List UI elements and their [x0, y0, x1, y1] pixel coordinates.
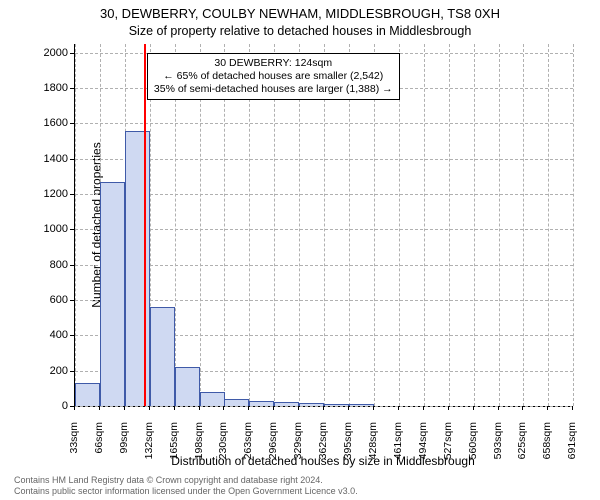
- xtick-mark: [373, 406, 374, 410]
- xtick-label: 691sqm: [566, 422, 578, 467]
- xtick-label: 560sqm: [467, 422, 479, 467]
- xtick-label: 99sqm: [118, 422, 130, 467]
- xtick-mark: [448, 406, 449, 410]
- xtick-mark: [99, 406, 100, 410]
- xtick-mark: [522, 406, 523, 410]
- ytick-label: 600: [28, 294, 68, 306]
- xtick-label: 165sqm: [168, 422, 180, 467]
- xtick-mark: [174, 406, 175, 410]
- annotation-line1: 30 DEWBERRY: 124sqm: [154, 57, 393, 70]
- xtick-label: 296sqm: [267, 422, 279, 467]
- ytick-label: 0: [28, 400, 68, 412]
- xtick-mark: [572, 406, 573, 410]
- xtick-label: 230sqm: [217, 422, 229, 467]
- xtick-label: 329sqm: [292, 422, 304, 467]
- xtick-label: 527sqm: [442, 422, 454, 467]
- xtick-mark: [199, 406, 200, 410]
- xtick-mark: [498, 406, 499, 410]
- annotation-line2: ← 65% of detached houses are smaller (2,…: [154, 70, 393, 83]
- xtick-mark: [273, 406, 274, 410]
- figure: 30, DEWBERRY, COULBY NEWHAM, MIDDLESBROU…: [0, 0, 600, 500]
- xtick-label: 428sqm: [367, 422, 379, 467]
- annotation-line3: 35% of semi-detached houses are larger (…: [154, 83, 393, 96]
- xtick-label: 263sqm: [242, 422, 254, 467]
- xtick-label: 198sqm: [193, 422, 205, 467]
- xtick-label: 132sqm: [143, 422, 155, 467]
- ytick-mark: [70, 123, 74, 124]
- xtick-mark: [74, 406, 75, 410]
- xtick-label: 362sqm: [317, 422, 329, 467]
- overlay-layer: 30 DEWBERRY: 124sqm ← 65% of detached ho…: [75, 44, 573, 406]
- ytick-label: 1200: [28, 188, 68, 200]
- annotation-box: 30 DEWBERRY: 124sqm ← 65% of detached ho…: [147, 53, 400, 100]
- ytick-mark: [70, 335, 74, 336]
- ytick-mark: [70, 371, 74, 372]
- ytick-label: 1600: [28, 117, 68, 129]
- ytick-label: 200: [28, 365, 68, 377]
- xtick-label: 33sqm: [68, 422, 80, 467]
- xtick-mark: [473, 406, 474, 410]
- ytick-mark: [70, 88, 74, 89]
- xtick-label: 494sqm: [417, 422, 429, 467]
- xtick-mark: [124, 406, 125, 410]
- gridline-v: [573, 44, 574, 406]
- chart-title-main: 30, DEWBERRY, COULBY NEWHAM, MIDDLESBROU…: [0, 6, 600, 21]
- ytick-label: 1400: [28, 153, 68, 165]
- xtick-mark: [223, 406, 224, 410]
- ytick-label: 1800: [28, 82, 68, 94]
- footer-attribution: Contains HM Land Registry data © Crown c…: [14, 475, 358, 496]
- ytick-label: 2000: [28, 47, 68, 59]
- footer-line2: Contains public sector information licen…: [14, 486, 358, 496]
- footer-line1: Contains HM Land Registry data © Crown c…: [14, 475, 358, 485]
- xtick-mark: [547, 406, 548, 410]
- ytick-label: 400: [28, 329, 68, 341]
- xtick-mark: [298, 406, 299, 410]
- ytick-mark: [70, 194, 74, 195]
- ytick-mark: [70, 265, 74, 266]
- xtick-mark: [248, 406, 249, 410]
- xtick-label: 593sqm: [492, 422, 504, 467]
- ytick-mark: [70, 53, 74, 54]
- xtick-label: 625sqm: [516, 422, 528, 467]
- plot-area: 30 DEWBERRY: 124sqm ← 65% of detached ho…: [74, 44, 573, 407]
- ytick-label: 800: [28, 259, 68, 271]
- ytick-mark: [70, 300, 74, 301]
- xtick-mark: [149, 406, 150, 410]
- ytick-mark: [70, 159, 74, 160]
- xtick-label: 395sqm: [342, 422, 354, 467]
- xtick-mark: [423, 406, 424, 410]
- chart-title-sub: Size of property relative to detached ho…: [0, 24, 600, 38]
- xtick-mark: [398, 406, 399, 410]
- ytick-mark: [70, 229, 74, 230]
- xtick-mark: [323, 406, 324, 410]
- ytick-label: 1000: [28, 223, 68, 235]
- xtick-label: 658sqm: [541, 422, 553, 467]
- xtick-label: 461sqm: [392, 422, 404, 467]
- marker-line: [144, 44, 146, 406]
- xtick-label: 66sqm: [93, 422, 105, 467]
- xtick-mark: [348, 406, 349, 410]
